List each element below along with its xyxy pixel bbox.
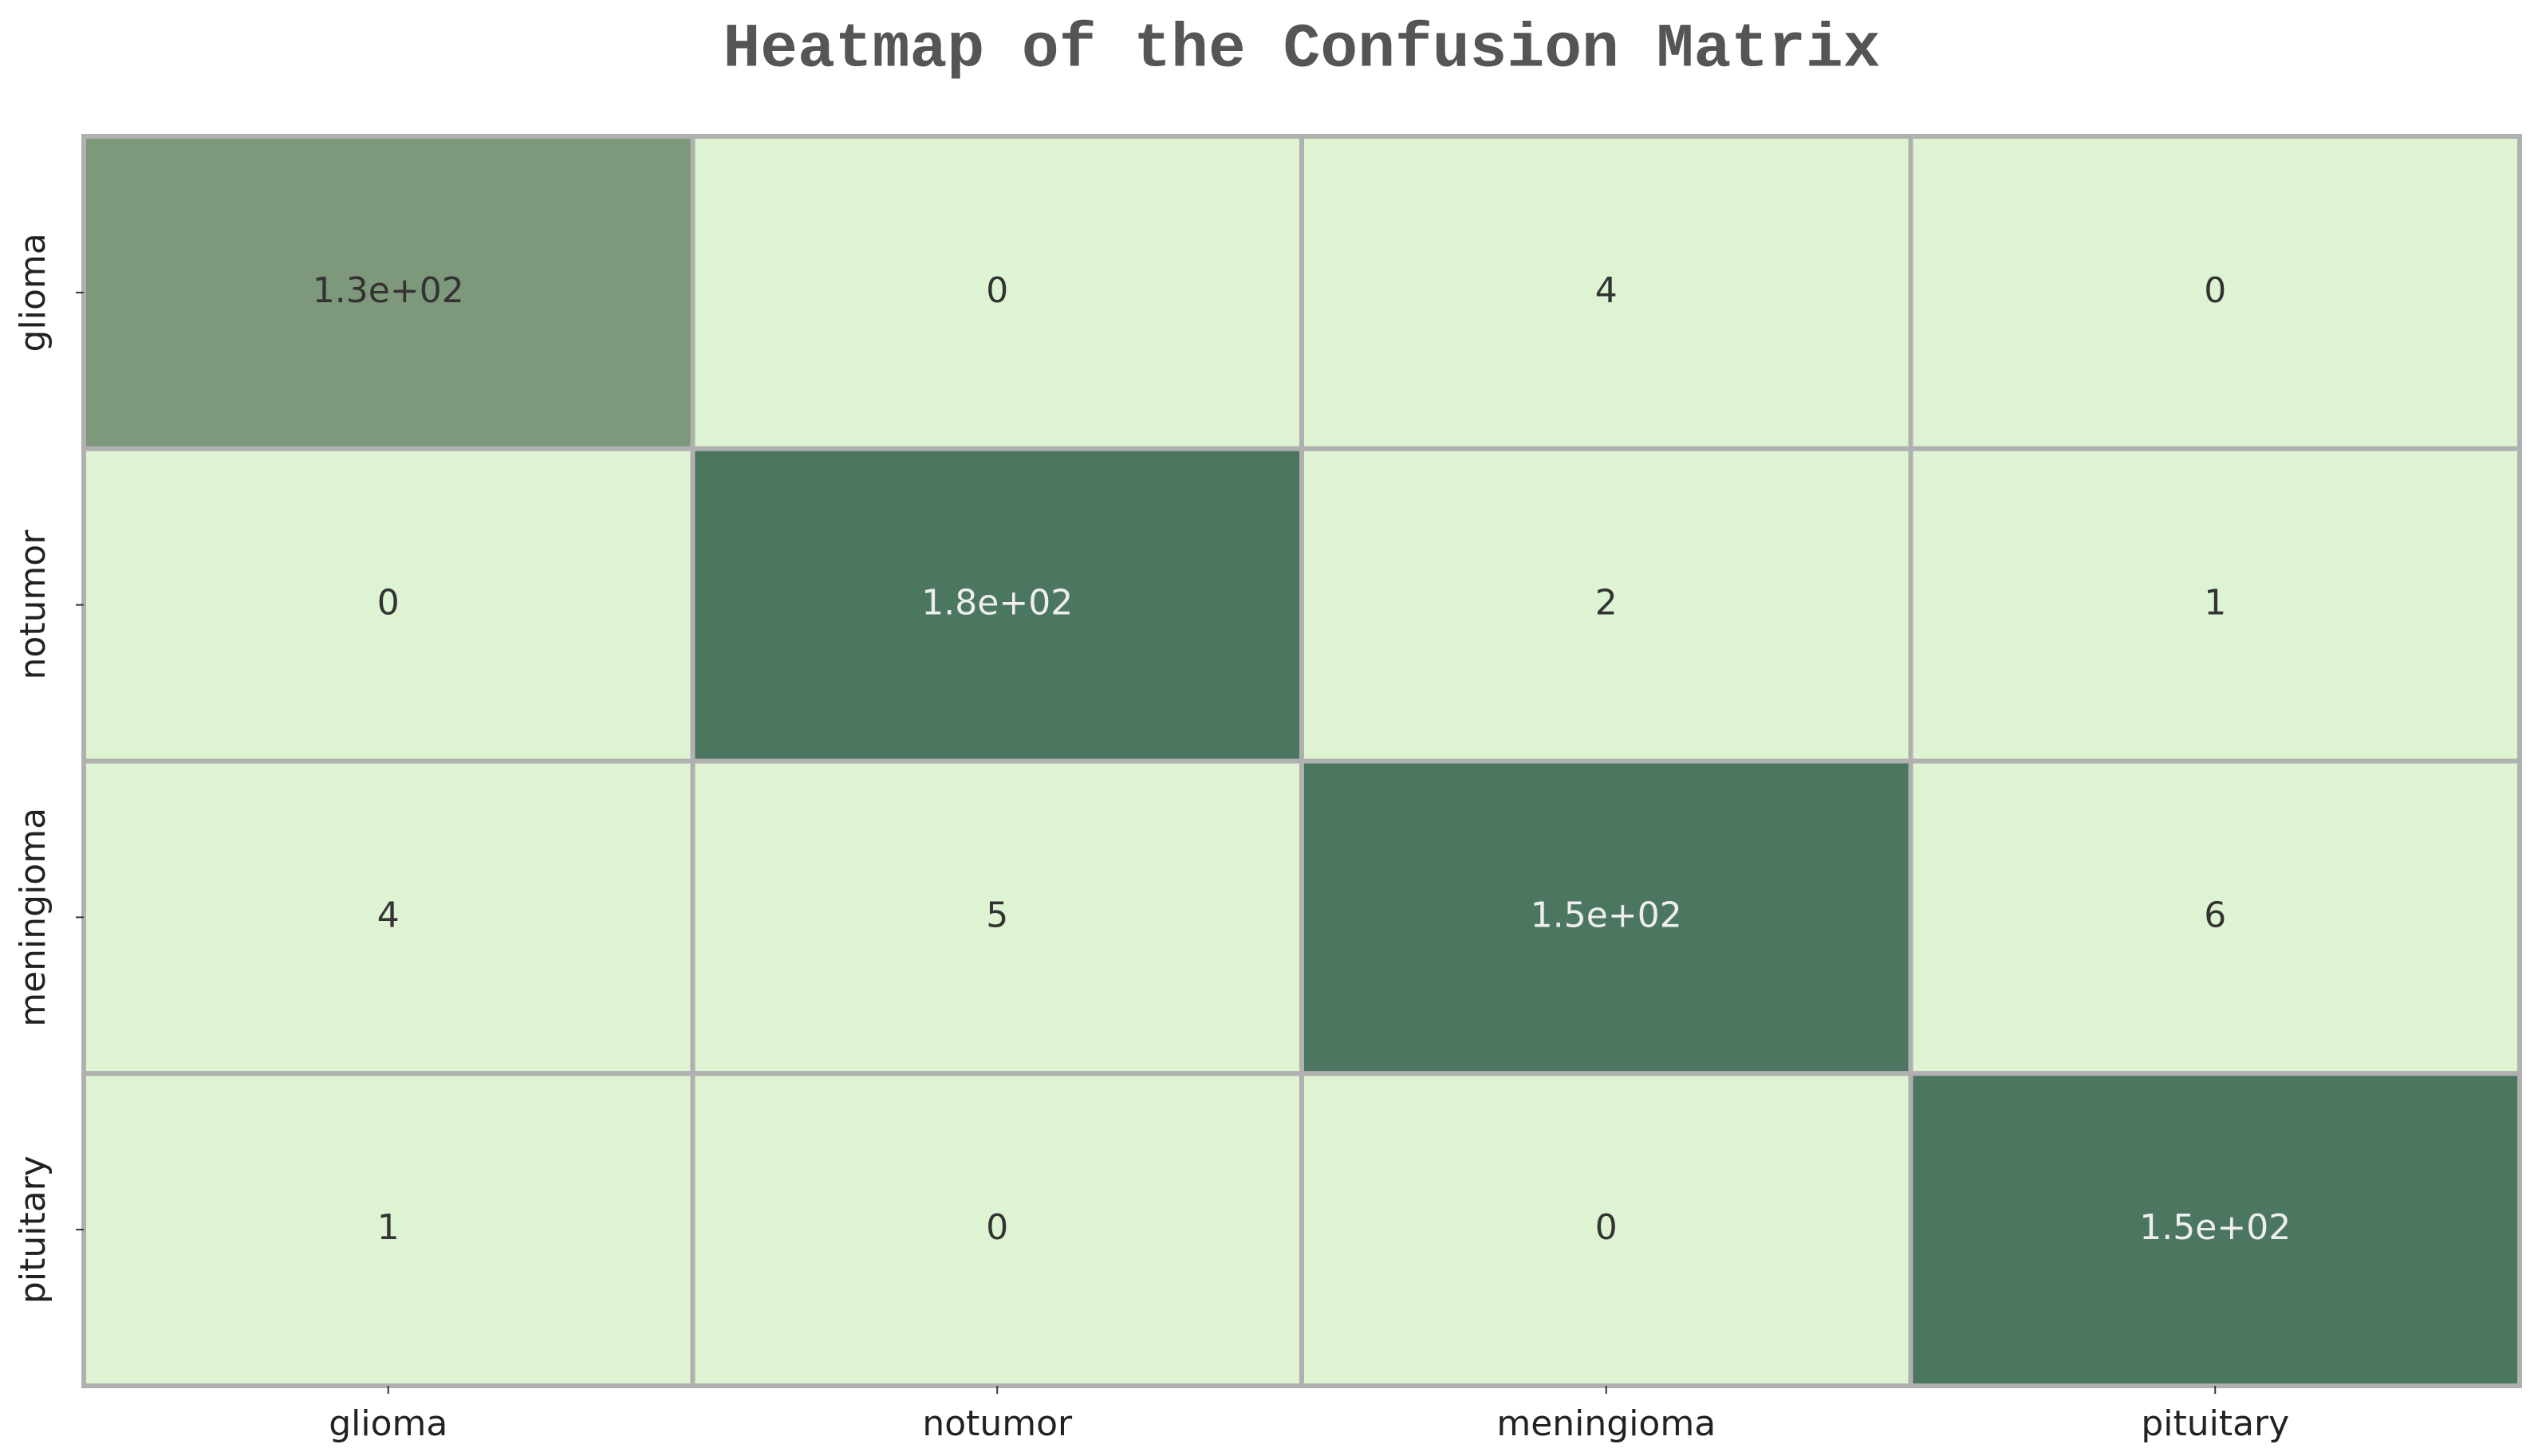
cell-label: 1.8e+02	[921, 583, 1073, 624]
x-tick-label: meningioma	[1496, 1403, 1716, 1444]
cell-label: 1	[377, 1207, 400, 1248]
heatmap-cell	[81, 1071, 696, 1388]
cell-label: 2	[1595, 583, 1618, 624]
heatmap-cell	[1908, 1071, 2522, 1388]
heatmap-cell	[1908, 446, 2522, 764]
cell-label: 0	[1595, 1207, 1618, 1248]
cell-label: 4	[377, 895, 400, 935]
heatmap-cell	[690, 1071, 1304, 1388]
heatmap-cell	[690, 134, 1304, 451]
cell-label: 5	[986, 895, 1008, 935]
cell-label: 1	[2204, 583, 2226, 624]
cell-label: 4	[1595, 270, 1618, 311]
x-tick-label: notumor	[922, 1403, 1073, 1444]
cell-label: 6	[2204, 895, 2226, 935]
heatmap-cell	[1299, 134, 1913, 451]
heatmap-cell	[690, 758, 1304, 1076]
chart-title: Heatmap of the Confusion Matrix	[723, 15, 1880, 85]
y-tick-label: meningioma	[13, 808, 53, 1027]
heatmap-cell	[81, 446, 696, 764]
cell-label: 0	[2204, 270, 2226, 311]
heatmap-cell	[690, 446, 1304, 764]
x-tick-label: glioma	[329, 1403, 447, 1444]
cell-label: 0	[986, 270, 1008, 311]
y-tick-label: pituitary	[13, 1155, 53, 1304]
heatmap-cell	[1299, 1071, 1913, 1388]
y-tick-label: glioma	[13, 233, 53, 352]
cell-label: 0	[986, 1207, 1008, 1248]
heatmap-cell	[81, 134, 696, 451]
cell-label: 1.5e+02	[1531, 895, 1682, 935]
heatmap-cell	[1908, 134, 2522, 451]
heatmap-cell	[1908, 758, 2522, 1076]
y-tick-label: notumor	[13, 529, 53, 680]
x-tick-label: pituitary	[2141, 1403, 2289, 1444]
cell-label: 1.5e+02	[2139, 1207, 2291, 1248]
cell-label: 1.3e+02	[313, 270, 464, 311]
cell-label: 0	[377, 583, 400, 624]
